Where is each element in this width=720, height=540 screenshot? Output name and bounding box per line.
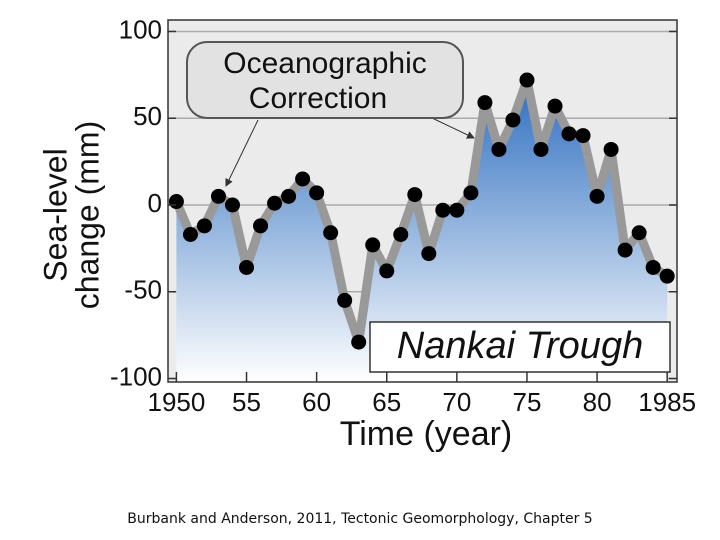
- x-tick-label: 75: [513, 387, 542, 417]
- point: [463, 185, 479, 201]
- point: [631, 225, 647, 241]
- point: [449, 202, 465, 218]
- annotation: Nankai Trough: [397, 325, 643, 367]
- point: [561, 126, 577, 142]
- x-tick-label: 65: [372, 387, 401, 417]
- point: [309, 185, 325, 201]
- point: [196, 218, 212, 234]
- x-axis-label: Time (year): [340, 415, 513, 453]
- point: [393, 226, 409, 242]
- annotation-box: [186, 41, 464, 119]
- point: [575, 128, 591, 144]
- point: [421, 246, 437, 262]
- x-tick-label: 70: [442, 387, 471, 417]
- arrow: [431, 117, 475, 139]
- x-tick-label: 80: [583, 387, 612, 417]
- caption: Burbank and Anderson, 2011, Tectonic Geo…: [127, 511, 592, 527]
- point: [477, 95, 493, 111]
- x-tick-label: 60: [302, 387, 331, 417]
- y-axis-label: Sea-level: [37, 148, 73, 281]
- point: [519, 72, 535, 88]
- annotation: Oceanographic: [223, 47, 426, 80]
- point: [253, 218, 269, 234]
- arrow: [225, 119, 259, 187]
- y-tick-label: 0: [148, 188, 162, 218]
- point: [379, 263, 395, 279]
- x-tick-label: 1985: [638, 387, 696, 417]
- y-tick-label: -50: [124, 275, 162, 305]
- point: [281, 188, 297, 204]
- point: [239, 259, 255, 275]
- point: [645, 259, 661, 275]
- point: [323, 225, 339, 241]
- point: [225, 197, 241, 213]
- x-tick-label: 55: [232, 387, 261, 417]
- point: [267, 195, 283, 211]
- point: [491, 141, 507, 157]
- point: [182, 226, 198, 242]
- label-box: [369, 321, 671, 373]
- point: [505, 112, 521, 128]
- point: [589, 188, 605, 204]
- point: [365, 237, 381, 253]
- point: [547, 98, 563, 114]
- point: [407, 187, 423, 203]
- plot-frame: [167, 19, 678, 383]
- point: [337, 292, 353, 308]
- y-tick-label: 50: [133, 101, 162, 131]
- point: [659, 268, 675, 284]
- point: [435, 202, 451, 218]
- point: [168, 194, 184, 210]
- point: [295, 171, 311, 187]
- point: [603, 141, 619, 157]
- point: [533, 141, 549, 157]
- point: [351, 334, 367, 350]
- point: [617, 242, 633, 258]
- y-tick-label: 100: [119, 14, 162, 44]
- point: [210, 188, 226, 204]
- y-tick-label: -100: [110, 361, 162, 391]
- x-tick-label: 1950: [147, 387, 205, 417]
- y-axis-label: change (mm): [69, 121, 105, 310]
- annotation: Correction: [249, 82, 387, 115]
